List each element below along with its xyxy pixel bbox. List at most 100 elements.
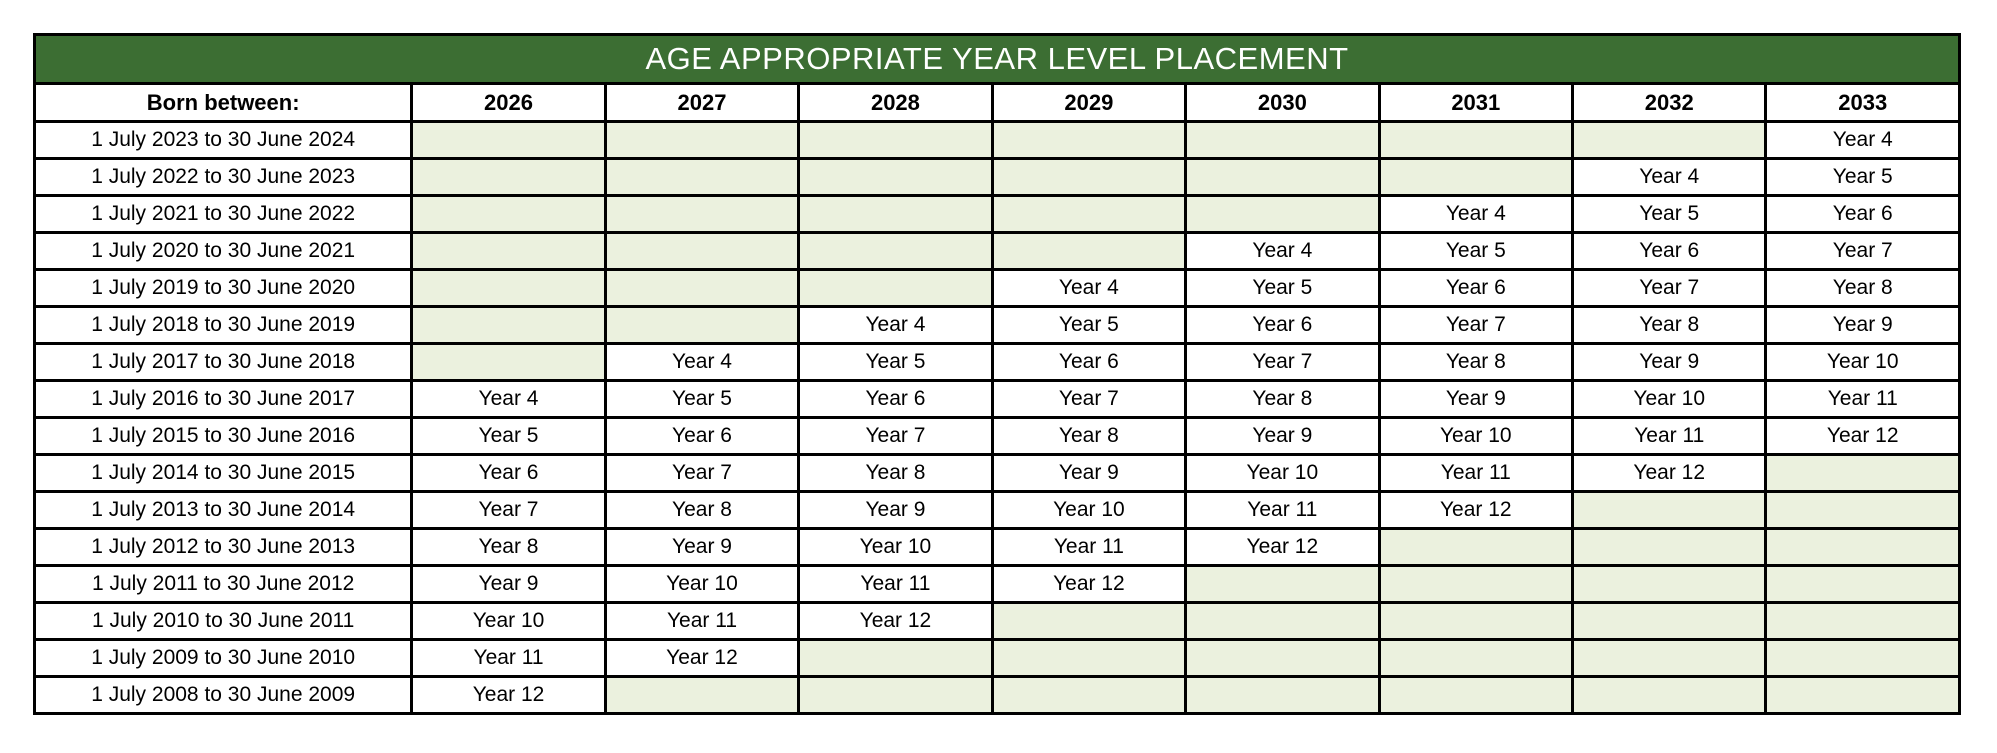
empty-placement-cell [990,601,1188,641]
empty-placement-cell [990,231,1188,271]
year-level-cell: Year 9 [410,564,607,604]
year-level-cell: Year 5 [1184,268,1381,308]
born-range-cell: 1 July 2017 to 30 June 2018 [32,342,414,382]
empty-placement-cell [990,157,1188,197]
year-level-cell: Year 9 [1377,379,1575,419]
empty-placement-cell [603,305,801,345]
year-level-cell: Year 6 [410,453,607,493]
year-level-cell: Year 8 [410,527,607,567]
year-level-cell: Year 12 [797,601,994,641]
year-level-cell: Year 7 [1184,342,1381,382]
empty-placement-cell [1377,601,1575,641]
empty-placement-cell [1184,564,1381,604]
empty-placement-cell [1377,638,1575,678]
empty-placement-cell [410,342,607,382]
empty-placement-cell [1571,601,1768,641]
empty-placement-cell [603,231,801,271]
empty-placement-cell [797,675,994,715]
year-level-cell: Year 10 [1377,416,1575,456]
year-level-cell: Year 11 [603,601,801,641]
empty-placement-cell [410,157,607,197]
empty-placement-cell [603,120,801,160]
born-range-cell: 1 July 2016 to 30 June 2017 [32,379,414,419]
empty-placement-cell [1571,527,1768,567]
empty-placement-cell [410,305,607,345]
year-level-cell: Year 7 [797,416,994,456]
year-level-cell: Year 9 [1184,416,1381,456]
year-level-cell: Year 8 [990,416,1188,456]
year-level-cell: Year 6 [1184,305,1381,345]
empty-placement-cell [1184,601,1381,641]
born-range-cell: 1 July 2010 to 30 June 2011 [32,601,414,641]
empty-placement-cell [1571,675,1768,715]
empty-placement-cell [990,638,1188,678]
empty-placement-cell [1571,564,1768,604]
year-level-cell: Year 6 [1377,268,1575,308]
table-row: 1 July 2014 to 30 June 2015 Year 6 Year 7 Y… [32,453,1961,493]
year-level-cell: Year 11 [410,638,607,678]
year-level-cell: Year 8 [1184,379,1381,419]
empty-placement-cell [990,120,1188,160]
empty-placement-cell [1377,157,1575,197]
year-level-cell: Year 6 [1764,194,1961,234]
year-level-cell: Year 5 [1377,231,1575,271]
empty-placement-cell [797,638,994,678]
year-level-cell: Year 5 [1571,194,1768,234]
year-level-cell: Year 8 [1764,268,1961,308]
year-level-cell: Year 4 [603,342,801,382]
year-level-cell: Year 12 [990,564,1188,604]
empty-placement-cell [603,675,801,715]
empty-placement-cell [1184,157,1381,197]
year-level-cell: Year 8 [1571,305,1768,345]
year-level-cell: Year 4 [410,379,607,419]
year-level-cell: Year 11 [1184,490,1381,530]
year-level-cell: Year 12 [1377,490,1575,530]
year-column-header: 2026 [410,82,607,123]
table-row: 1 July 2011 to 30 June 2012 Year 9 Year 10… [32,564,1961,604]
born-range-cell: 1 July 2020 to 30 June 2021 [32,231,414,271]
table-title: AGE APPROPRIATE YEAR LEVEL PLACEMENT [33,33,1961,85]
table-row: 1 July 2008 to 30 June 2009 Year 12 [32,675,1961,715]
empty-placement-cell [1764,638,1961,678]
year-level-cell: Year 4 [990,268,1188,308]
born-range-cell: 1 July 2014 to 30 June 2015 [32,453,414,493]
title-row: AGE APPROPRIATE YEAR LEVEL PLACEMENT [33,33,1961,85]
year-level-cell: Year 5 [410,416,607,456]
born-range-cell: 1 July 2009 to 30 June 2010 [32,638,414,678]
year-level-cell: Year 11 [797,564,994,604]
year-level-cell: Year 6 [1571,231,1768,271]
placement-table-container: AGE APPROPRIATE YEAR LEVEL PLACEMENT Bor… [32,33,1961,715]
born-range-cell: 1 July 2008 to 30 June 2009 [32,675,414,715]
empty-placement-cell [797,268,994,308]
year-level-cell: Year 9 [1764,305,1961,345]
year-level-cell: Year 7 [603,453,801,493]
year-level-cell: Year 4 [797,305,994,345]
year-level-cell: Year 6 [603,416,801,456]
born-range-cell: 1 July 2018 to 30 June 2019 [32,305,414,345]
year-level-cell: Year 9 [990,453,1188,493]
year-level-cell: Year 10 [990,490,1188,530]
empty-placement-cell [1764,490,1961,530]
year-level-cell: Year 7 [1377,305,1575,345]
empty-placement-cell [1377,675,1575,715]
empty-placement-cell [797,231,994,271]
year-level-cell: Year 11 [1571,416,1768,456]
year-level-cell: Year 9 [797,490,994,530]
year-level-cell: Year 8 [1377,342,1575,382]
born-between-header: Born between: [32,82,414,123]
empty-placement-cell [1184,675,1381,715]
empty-placement-cell [1184,120,1381,160]
empty-placement-cell [410,231,607,271]
empty-placement-cell [410,268,607,308]
year-level-cell: Year 12 [603,638,801,678]
table-row: 1 July 2009 to 30 June 2010 Year 11 Year 1… [32,638,1961,678]
year-level-cell: Year 10 [797,527,994,567]
year-level-cell: Year 10 [410,601,607,641]
